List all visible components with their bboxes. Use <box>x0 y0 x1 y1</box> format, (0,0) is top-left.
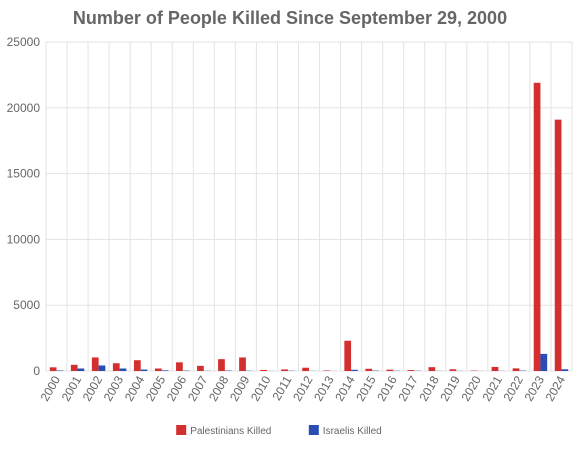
bar-palestinians-killed <box>49 367 57 371</box>
y-tick-label: 25000 <box>7 35 41 49</box>
x-tick-label: 2001 <box>59 373 85 403</box>
x-tick-label: 2003 <box>101 373 127 403</box>
y-tick-label: 5000 <box>13 298 40 312</box>
x-tick-label: 2002 <box>80 373 106 403</box>
bar-palestinians-killed <box>386 369 394 371</box>
bar-palestinians-killed <box>218 359 225 371</box>
legend-swatch <box>176 425 187 435</box>
legend-label: Israelis Killed <box>323 426 382 437</box>
legend-label: Palestinians Killed <box>190 426 271 437</box>
x-tick-label: 2020 <box>458 373 484 403</box>
y-tick-label: 20000 <box>7 101 41 115</box>
bar-palestinians-killed <box>112 363 120 371</box>
bar-palestinians-killed <box>365 368 373 371</box>
bar-palestinians-killed <box>491 366 499 371</box>
bar-palestinians-killed <box>533 82 541 372</box>
x-tick-label: 2007 <box>185 373 211 403</box>
bar-israelis-killed <box>119 368 127 371</box>
y-tick-label: 15000 <box>7 167 41 181</box>
x-tick-label: 2000 <box>38 373 64 403</box>
x-tick-label: 2006 <box>164 373 190 403</box>
x-tick-label: 2011 <box>270 373 295 403</box>
x-tick-label: 2022 <box>501 373 527 403</box>
bar-palestinians-killed <box>91 357 99 371</box>
x-tick-label: 2010 <box>248 373 274 403</box>
x-tick-label: 2012 <box>290 373 316 403</box>
bar-palestinians-killed <box>154 368 162 371</box>
bar-israelis-killed <box>140 369 148 371</box>
y-tick-label: 0 <box>33 364 40 378</box>
x-tick-label: 2021 <box>479 373 505 403</box>
x-tick-label: 2015 <box>353 373 379 403</box>
x-tick-label: 2024 <box>543 373 569 403</box>
bar-israelis-killed <box>77 368 85 371</box>
bar-palestinians-killed <box>302 367 309 371</box>
bar-palestinians-killed <box>239 357 246 371</box>
bar-palestinians-killed <box>512 368 520 371</box>
x-tick-label: 2009 <box>227 373 253 403</box>
bar-palestinians-killed <box>70 364 78 371</box>
bar-palestinians-killed <box>449 369 457 371</box>
x-tick-label: 2013 <box>311 373 337 403</box>
bar-palestinians-killed <box>133 360 141 371</box>
y-tick-label: 10000 <box>7 232 41 246</box>
x-tick-label: 2017 <box>395 373 421 403</box>
chart-title: Number of People Killed Since September … <box>72 8 508 28</box>
bar-palestinians-killed <box>344 340 352 371</box>
x-tick-label: 2018 <box>416 373 442 403</box>
bar-palestinians-killed <box>197 365 204 371</box>
bar-israelis-killed <box>56 370 64 371</box>
x-tick-label: 2005 <box>143 373 169 403</box>
bar-palestinians-killed <box>281 369 288 371</box>
bar-israelis-killed <box>98 365 106 371</box>
bar-palestinians-killed <box>554 119 562 371</box>
x-tick-label: 2004 <box>122 373 148 403</box>
bar-palestinians-killed <box>428 367 436 371</box>
bar-israelis-killed <box>561 369 569 371</box>
bar-palestinians-killed <box>323 370 331 371</box>
x-tick-label: 2014 <box>332 373 358 403</box>
bar-israelis-killed <box>351 369 358 371</box>
bar-israelis-killed <box>161 370 169 371</box>
x-tick-label: 2023 <box>522 373 548 403</box>
x-tick-label: 2016 <box>374 373 400 403</box>
x-tick-label: 2019 <box>437 373 463 403</box>
x-tick-label: 2008 <box>206 373 232 403</box>
bar-palestinians-killed <box>407 370 415 371</box>
bar-palestinians-killed <box>260 369 267 371</box>
bar-palestinians-killed <box>176 362 183 371</box>
bar-israelis-killed <box>540 353 548 371</box>
legend-swatch <box>308 425 319 435</box>
